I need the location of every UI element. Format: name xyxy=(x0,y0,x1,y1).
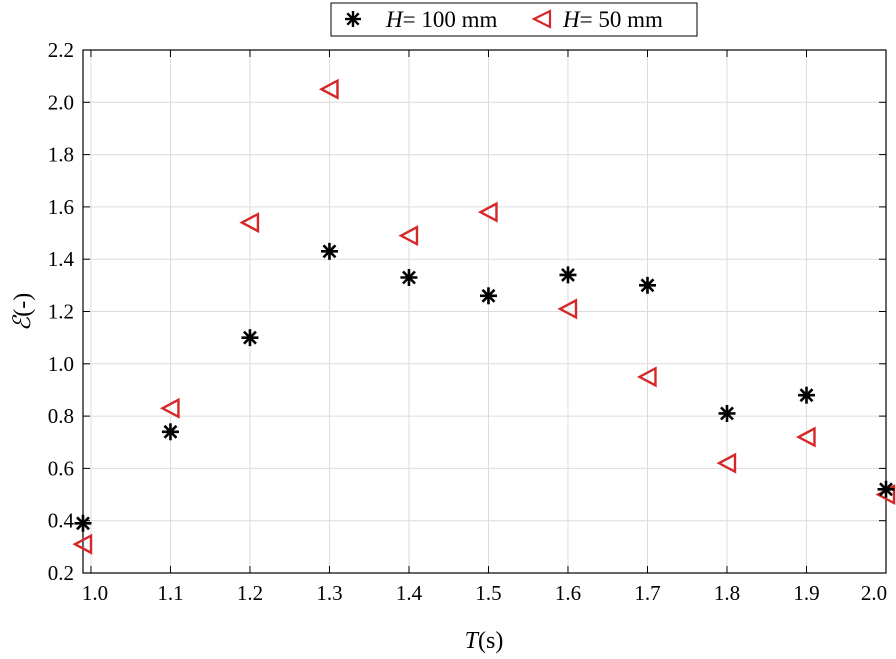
data-point-series-1 xyxy=(241,329,259,347)
data-point-series-1 xyxy=(877,480,895,498)
y-tick-label: 1.4 xyxy=(48,247,75,271)
data-point-series-2 xyxy=(557,298,578,320)
y-tick-label: 1.0 xyxy=(48,352,74,376)
legend-series-2-rest: = 50 mm xyxy=(580,7,663,32)
data-point-series-2 xyxy=(239,212,260,234)
x-tick-label: 2.0 xyxy=(861,581,887,605)
data-point-series-1 xyxy=(400,269,418,287)
legend-series-2-symbol: H xyxy=(562,7,581,32)
legend-label-series-1: H= 100 mm xyxy=(385,7,497,32)
x-axis-ticks: 1.0 1.1 1.2 1.3 1.4 1.5 1.6 1.7 1.8 1.9 2.0 xyxy=(82,50,887,605)
legend-series-1-symbol: H xyxy=(385,7,404,32)
data-point-series-2 xyxy=(477,201,498,223)
y-tick-label: 2.2 xyxy=(48,38,74,62)
data-point-series-2 xyxy=(72,533,93,555)
y-tick-label: 0.8 xyxy=(48,404,74,428)
y-axis-title-unit: (-) xyxy=(10,293,36,317)
x-tick-label: 1.4 xyxy=(396,581,423,605)
data-point-series-1 xyxy=(638,276,656,294)
y-axis-title: ℰ(-) xyxy=(10,293,36,332)
legend-box xyxy=(330,2,698,37)
legend: H= 100 mm H= 50 mm xyxy=(330,2,698,37)
y-tick-label: 2.0 xyxy=(48,90,74,114)
y-axis-ticks: 0.2 0.4 0.6 0.8 1.0 1.2 1.4 1.6 1.8 2.0 2.2 xyxy=(48,38,886,585)
x-tick-label: 1.1 xyxy=(157,581,183,605)
plot-area-frame xyxy=(82,49,887,574)
data-point-series-2 xyxy=(318,78,339,100)
data-point-series-2 xyxy=(159,397,180,419)
legend-label-series-2: H= 50 mm xyxy=(562,7,663,32)
x-tick-label: 1.6 xyxy=(555,581,581,605)
y-tick-label: 0.4 xyxy=(48,509,75,533)
y-tick-label: 0.6 xyxy=(48,456,74,480)
x-tick-label: 1.9 xyxy=(793,581,819,605)
data-point-series-1 xyxy=(559,266,577,284)
x-tick-label: 1.3 xyxy=(316,581,342,605)
x-tick-label: 1.0 xyxy=(82,581,108,605)
data-point-series-1 xyxy=(161,423,179,441)
x-tick-label: 1.8 xyxy=(714,581,740,605)
data-point-series-1 xyxy=(479,287,497,305)
data-point-series-2 xyxy=(716,452,737,474)
data-point-series-2 xyxy=(636,366,657,388)
legend-marker-series-1 xyxy=(345,11,361,27)
x-axis-title-symbol: T xyxy=(465,628,480,654)
x-axis-title-unit: (s) xyxy=(478,628,503,654)
x-axis-title: T(s) xyxy=(465,628,504,654)
x-tick-label: 1.5 xyxy=(475,581,501,605)
legend-series-1-rest: = 100 mm xyxy=(403,7,498,32)
data-point-series-1 xyxy=(74,514,92,532)
data-point-series-1 xyxy=(797,386,815,404)
data-marks xyxy=(72,78,896,555)
x-tick-label: 1.7 xyxy=(634,581,660,605)
data-point-series-1 xyxy=(320,242,338,260)
y-tick-label: 1.6 xyxy=(48,195,74,219)
data-point-series-2 xyxy=(795,426,816,448)
y-tick-label: 1.8 xyxy=(48,143,74,167)
x-tick-label: 1.2 xyxy=(237,581,263,605)
y-tick-label: 1.2 xyxy=(48,300,74,324)
y-tick-label: 0.2 xyxy=(48,561,74,585)
legend-marker-series-2 xyxy=(531,9,552,29)
y-axis-title-symbol: ℰ xyxy=(10,314,36,331)
data-point-series-1 xyxy=(718,404,736,422)
data-point-series-2 xyxy=(398,225,419,247)
